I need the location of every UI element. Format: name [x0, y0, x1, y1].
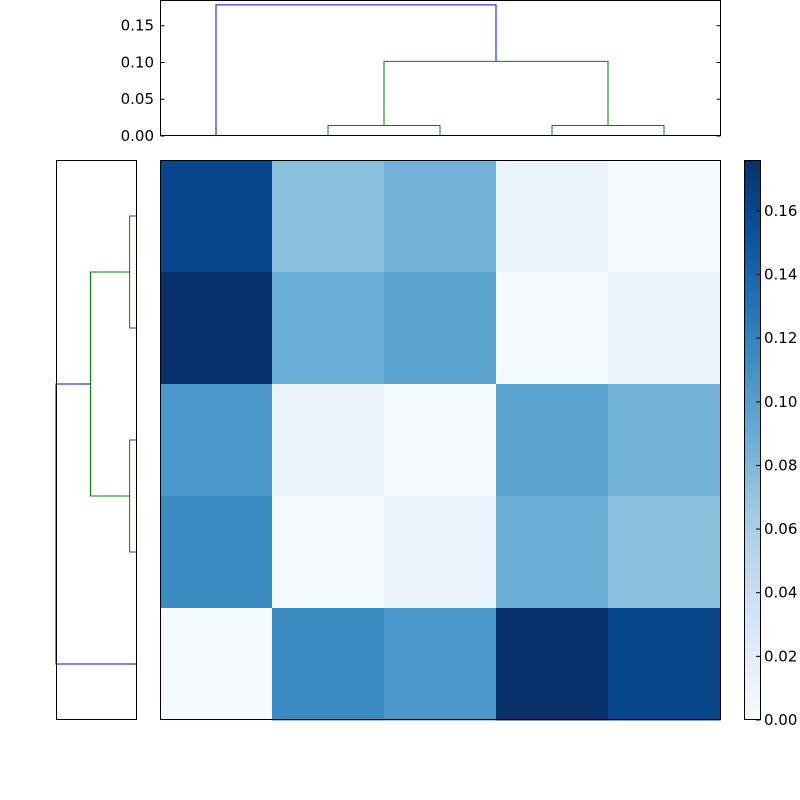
heatmap-cell — [272, 496, 385, 609]
heatmap-cell — [384, 160, 497, 273]
top-dendrogram-tick-label: 0.00 — [121, 127, 154, 145]
heatmap-cell — [608, 384, 721, 497]
heatmap-cell — [384, 496, 497, 609]
heatmap-cell — [160, 272, 273, 385]
heatmap-cell — [496, 384, 609, 497]
colorbar: 0.00 0.02 0.04 0.06 0.08 0.10 0.12 0.14 0.16 — [744, 160, 797, 729]
top-dendrogram-link — [383, 60, 609, 126]
top-dendrogram-frame — [160, 0, 721, 136]
colorbar-tick-label: 0.14 — [764, 266, 797, 284]
left-dendrogram — [55, 215, 136, 665]
top-dendrogram-link — [551, 125, 665, 136]
colorbar-axis: 0.00 0.02 0.04 0.06 0.08 0.10 0.12 0.14 0.16 — [756, 202, 797, 729]
top-dendrogram — [215, 4, 665, 136]
heatmap-cell — [272, 384, 385, 497]
left-dendrogram-link — [89, 271, 130, 497]
top-dendrogram-tick-label: 0.10 — [121, 53, 154, 71]
left-dendrogram-link — [129, 215, 136, 329]
heatmap-cell — [496, 496, 609, 609]
top-dendrogram-tick-label: 0.05 — [121, 90, 154, 108]
top-dendrogram-link — [215, 4, 497, 136]
heatmap-cell — [272, 272, 385, 385]
colorbar-gradient — [744, 160, 761, 720]
heatmap-frame — [160, 160, 721, 720]
heatmap-cell — [608, 272, 721, 385]
heatmap-cell — [160, 160, 273, 273]
colorbar-tick-label: 0.06 — [764, 520, 797, 538]
heatmap-cell — [608, 496, 721, 609]
top-dendrogram-tick-label: 0.15 — [121, 17, 154, 35]
colorbar-tick-label: 0.12 — [764, 329, 797, 347]
heatmap-cell — [272, 608, 385, 721]
heatmap — [160, 160, 721, 721]
colorbar-tick-label: 0.04 — [764, 584, 797, 602]
top-dendrogram-link — [327, 125, 441, 136]
heatmap-cell — [608, 608, 721, 721]
colorbar-tick-label: 0.02 — [764, 647, 797, 665]
heatmap-cell — [384, 384, 497, 497]
heatmap-cell — [160, 496, 273, 609]
colorbar-tick-label: 0.08 — [764, 456, 797, 474]
left-dendrogram-frame — [56, 160, 137, 720]
left-dendrogram-link — [55, 383, 136, 665]
heatmap-cell — [496, 272, 609, 385]
colorbar-tick-label: 0.10 — [764, 393, 797, 411]
heatmap-cell — [160, 608, 273, 721]
left-dendrogram-link — [129, 439, 136, 553]
heatmap-cell — [608, 160, 721, 273]
top-dendrogram-y-axis: 0.00 0.05 0.10 0.15 — [121, 17, 721, 145]
heatmap-cell — [496, 160, 609, 273]
heatmap-cell — [272, 160, 385, 273]
heatmap-cell — [496, 608, 609, 721]
heatmap-cell — [160, 384, 273, 497]
heatmap-cell — [384, 608, 497, 721]
colorbar-tick-label: 0.00 — [764, 711, 797, 729]
colorbar-tick-label: 0.16 — [764, 202, 797, 220]
heatmap-cell — [384, 272, 497, 385]
